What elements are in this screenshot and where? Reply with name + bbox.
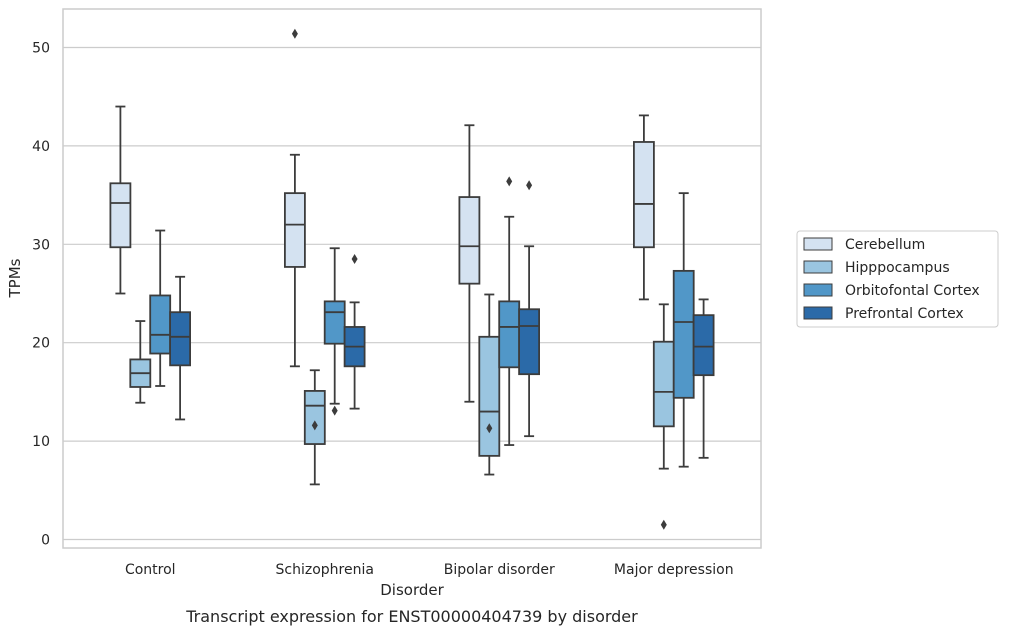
- chart-caption: Transcript expression for ENST0000040473…: [185, 607, 638, 626]
- legend-swatch: [803, 237, 833, 251]
- box-hipppocampus: [303, 369, 326, 486]
- box-iqr: [478, 335, 501, 457]
- x-axis-label: Disorder: [380, 581, 444, 599]
- legend-label: Prefrontal Cortex: [845, 306, 964, 322]
- y-tick-label: 40: [32, 139, 50, 155]
- box-iqr: [303, 390, 326, 445]
- legend: Cerebellum Hipppocampus Orbitofontal Corte…: [796, 230, 999, 328]
- plot-area: [62, 8, 762, 549]
- box-prefrontal-cortex: [169, 275, 192, 421]
- y-tick-label: 50: [32, 41, 50, 57]
- boxes: [109, 28, 715, 530]
- box-iqr: [692, 314, 715, 377]
- outlier-marker: [526, 180, 533, 191]
- y-tick-label: 10: [32, 434, 50, 450]
- x-tick-label: Bipolar disorder: [444, 562, 555, 578]
- box-iqr: [109, 182, 132, 249]
- gridlines: [63, 46, 761, 541]
- box-iqr: [672, 269, 695, 399]
- y-tick-label: 0: [41, 533, 50, 549]
- y-axis-label: TPMs: [6, 258, 24, 298]
- outlier-marker: [351, 254, 358, 265]
- box-iqr: [652, 340, 675, 428]
- box-cerebellum: [633, 114, 655, 301]
- box-iqr: [498, 300, 521, 369]
- outlier-marker: [291, 28, 298, 39]
- box-iqr: [458, 196, 481, 285]
- legend-swatch: [803, 260, 833, 274]
- box-hipppocampus: [129, 320, 152, 404]
- box-iqr: [149, 294, 172, 355]
- box-orbitofontal-cortex: [672, 192, 695, 468]
- y-tick-label: 20: [32, 336, 50, 352]
- box-cerebellum: [458, 124, 481, 403]
- box-hipppocampus: [652, 303, 675, 530]
- x-axis-ticks: Control Schizophrenia Bipolar disorder Majo…: [125, 562, 734, 578]
- box-hipppocampus: [478, 293, 501, 476]
- box-orbitofontal-cortex: [498, 176, 521, 446]
- box-iqr: [169, 311, 192, 367]
- box-cerebellum: [109, 105, 132, 295]
- box-iqr: [518, 308, 540, 376]
- outlier-marker: [660, 519, 667, 530]
- box-iqr: [633, 141, 655, 249]
- y-tick-label: 30: [32, 237, 50, 253]
- box-iqr: [283, 192, 306, 268]
- outlier-marker: [331, 405, 338, 416]
- legend-swatch: [803, 283, 833, 297]
- outlier-marker: [486, 423, 493, 434]
- box-iqr: [323, 300, 346, 345]
- legend-label: Cerebellum: [845, 237, 925, 253]
- box-prefrontal-cortex: [692, 298, 715, 459]
- x-tick-label: Major depression: [614, 562, 734, 578]
- box-prefrontal-cortex: [343, 254, 366, 410]
- legend-label: Orbitofontal Cortex: [845, 283, 980, 299]
- legend-frame: [796, 230, 999, 328]
- box-prefrontal-cortex: [518, 180, 540, 438]
- box-orbitofontal-cortex: [149, 229, 172, 387]
- legend-swatch: [803, 306, 833, 320]
- x-tick-label: Control: [125, 562, 176, 578]
- box-orbitofontal-cortex: [323, 247, 346, 416]
- legend-label: Hipppocampus: [845, 260, 950, 276]
- y-axis-ticks: 0 10 20 30 40 50: [32, 41, 50, 549]
- outlier-marker: [311, 420, 318, 431]
- x-tick-label: Schizophrenia: [276, 562, 374, 578]
- box-cerebellum: [283, 28, 306, 368]
- outlier-marker: [506, 176, 513, 187]
